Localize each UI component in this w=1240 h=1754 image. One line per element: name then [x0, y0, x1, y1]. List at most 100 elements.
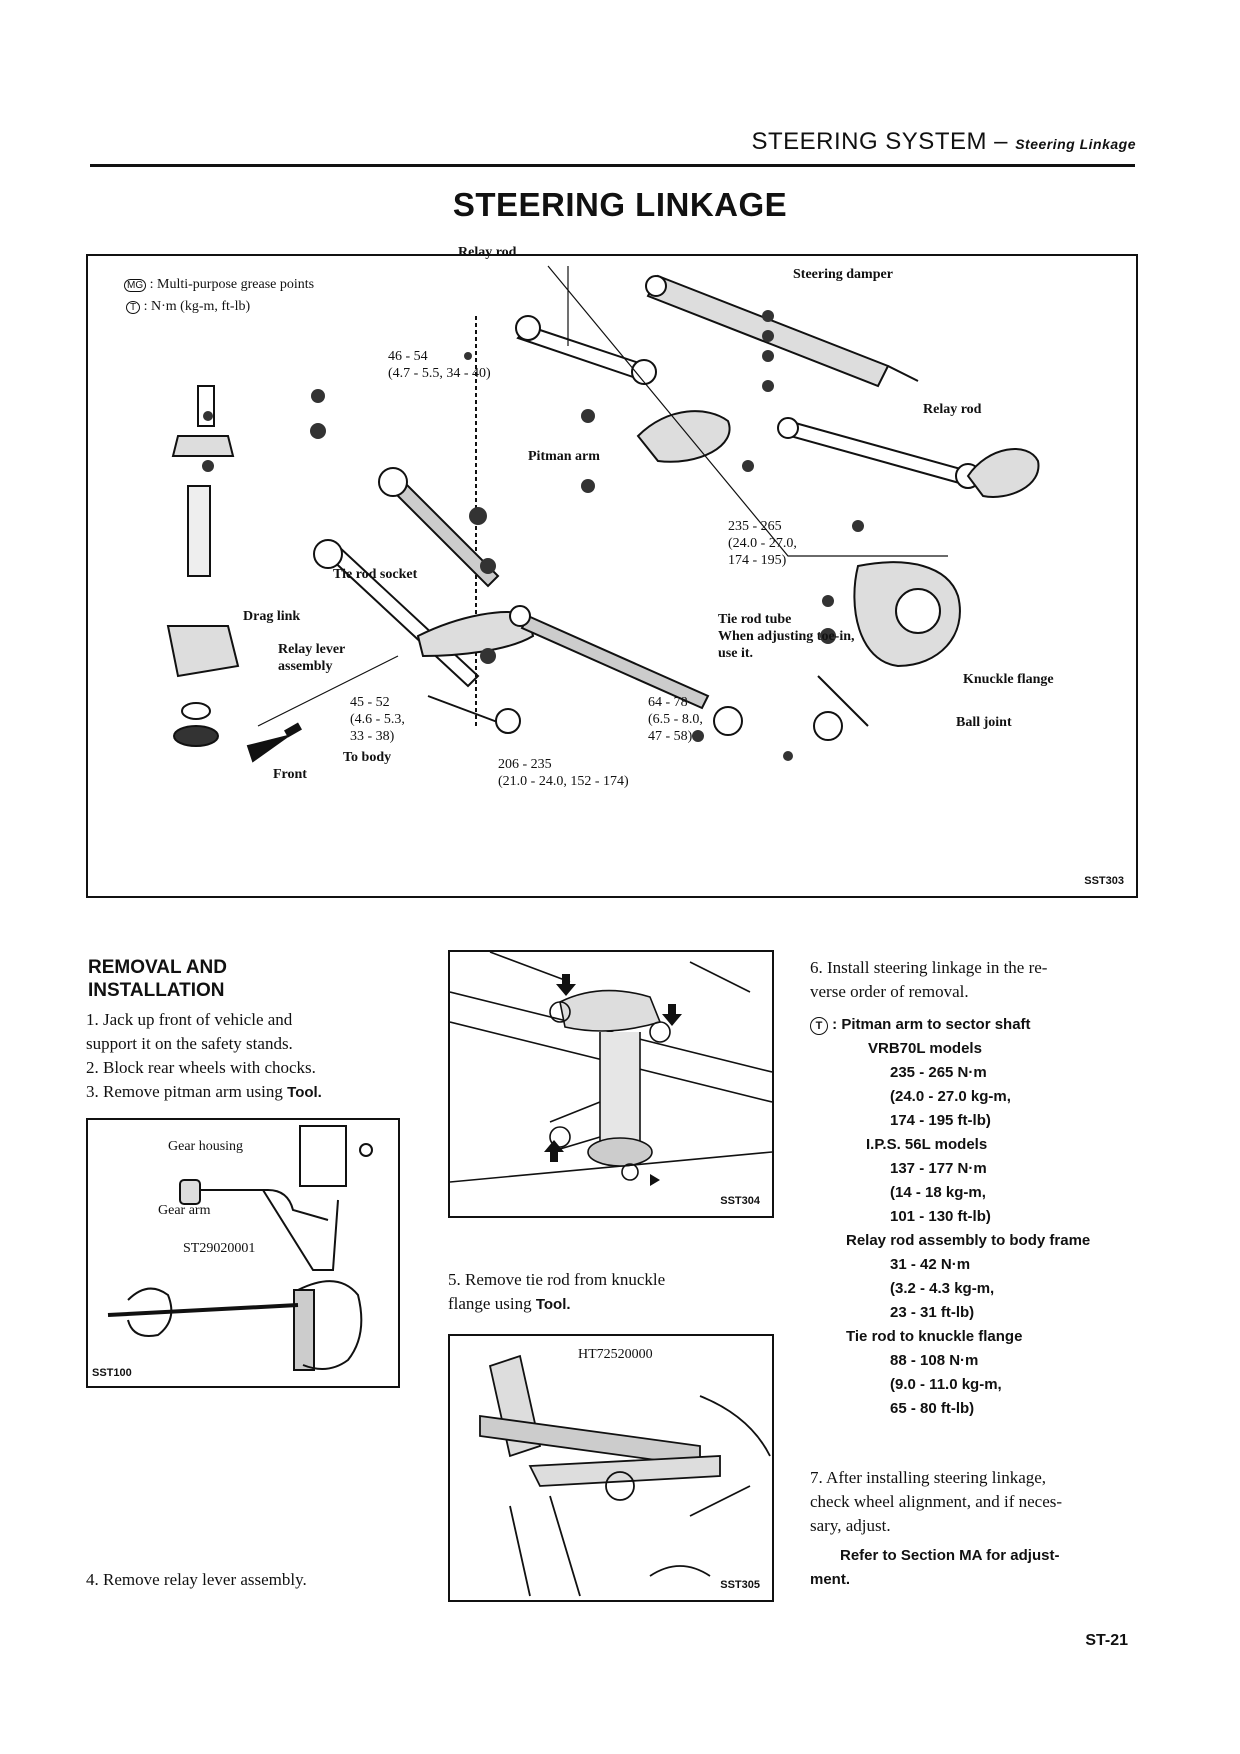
figure-sst304: SST304 — [448, 950, 774, 1218]
figure-sst100: Gear housing Gear arm ST29020001 SST100 — [86, 1118, 400, 1388]
refer-line-1: Refer to Section MA for adjust- — [840, 1547, 1060, 1564]
torque-callout-3: 45 - 52 (4.6 - 5.3, 33 - 38) — [350, 694, 405, 745]
label-tie-rod-tube-2: When adjusting toe-in, — [718, 629, 855, 644]
torque-5-alt: (21.0 - 24.0, 152 - 174) — [498, 774, 629, 789]
linkage-drawing — [166, 265, 1040, 763]
relay-lever-drawing — [450, 952, 772, 1186]
label-relay-lever-1: Relay lever — [278, 642, 346, 657]
torque-1-nm: 46 - 54 — [388, 349, 428, 364]
spec-tie-ftlb: 65 - 80 ft-lb) — [890, 1400, 975, 1417]
torque-callout-1: 46 - 54 (4.7 - 5.5, 34 - 40) — [388, 348, 491, 382]
step-4: 4. Remove relay lever assembly. — [86, 1570, 307, 1589]
legend-mg: MG : Multi-purpose grease points — [124, 276, 314, 294]
step-6-block: 6. Install steering linkage in the re- v… — [810, 956, 1138, 1004]
refer-note: Refer to Section MA for adjust- ment. — [810, 1544, 1138, 1592]
step-5-block: 5. Remove tie rod from knuckle flange us… — [448, 1268, 778, 1317]
label-gear-housing: Gear housing — [168, 1139, 244, 1154]
step-5-text: flange using — [448, 1294, 536, 1313]
header-subsection: Steering Linkage — [1015, 136, 1136, 152]
spec-relay-ftlb: 23 - 31 ft-lb) — [890, 1304, 975, 1321]
header-dash: – — [994, 128, 1009, 155]
pitman-puller-drawing — [107, 1125, 373, 1371]
legend-torque-text: : N·m (kg-m, ft-lb) — [143, 299, 251, 314]
step-7-line-2: check wheel alignment, and if neces- — [810, 1492, 1063, 1511]
legend-mg-text: : Multi-purpose grease points — [149, 277, 315, 292]
torque-callout-5: 206 - 235 (21.0 - 24.0, 152 - 174) — [498, 756, 629, 790]
torque-specifications: T : Pitman arm to sector shaft VRB70L mo… — [810, 1013, 1138, 1421]
spec-torque-symbol: T — [810, 1017, 828, 1035]
label-relay-rod-top: Relay rod — [458, 245, 517, 260]
spec-tie-nm: 88 - 108 N·m — [890, 1352, 979, 1369]
page-title: STEERING LINKAGE — [452, 186, 788, 223]
torque-5-nm: 206 - 235 — [498, 757, 552, 772]
step-3-tool: Tool. — [287, 1084, 322, 1101]
section-title-line-2: INSTALLATION — [88, 980, 225, 1001]
step-1-line-1: 1. Jack up front of vehicle and — [86, 1010, 293, 1029]
torque-3-kgm: (4.6 - 5.3, — [350, 712, 405, 727]
step-3: 3. Remove pitman arm using Tool. — [86, 1080, 404, 1105]
label-ball-joint: Ball joint — [956, 715, 1012, 730]
spec-relay-nm: 31 - 42 N·m — [890, 1256, 971, 1273]
label-pitman-arm: Pitman arm — [528, 449, 600, 464]
label-tie-rod-tube-3: use it. — [718, 646, 753, 661]
figure-code-sst304: SST304 — [720, 1195, 760, 1207]
page-number: ST-21 — [1085, 1632, 1128, 1649]
spec-ips-nm: 137 - 177 N·m — [890, 1160, 987, 1177]
section-title-line-1: REMOVAL AND — [88, 957, 227, 978]
label-steering-damper: Steering damper — [793, 267, 893, 282]
step-6-line-1: 6. Install steering linkage in the re- — [810, 958, 1048, 977]
step-7-line-1: 7. After installing steering linkage, — [810, 1468, 1047, 1487]
torque-2-nm: 235 - 265 — [728, 519, 782, 534]
label-gear-arm: Gear arm — [158, 1203, 211, 1218]
torque-2-ftlb: 174 - 195) — [728, 553, 787, 568]
label-to-body: To body — [343, 750, 392, 765]
label-relay-lever-2: assembly — [278, 659, 333, 674]
spec-vrb-kgm: (24.0 - 27.0 kg-m, — [890, 1088, 1011, 1105]
torque-symbol: T — [126, 301, 141, 314]
step-5-line-2: flange using Tool. — [448, 1292, 778, 1317]
torque-3-ftlb: 33 - 38) — [350, 729, 395, 744]
label-tool-ht72520000: HT72520000 — [578, 1347, 653, 1362]
label-drag-link: Drag link — [243, 609, 301, 624]
running-header: STEERING SYSTEM – Steering Linkage — [751, 128, 1136, 156]
torque-1-alt: (4.7 - 5.5, 34 - 40) — [388, 366, 491, 381]
torque-callout-4: 64 - 78 (6.5 - 8.0, 47 - 58) — [648, 694, 703, 745]
header-rule — [90, 164, 1135, 167]
label-knuckle-flange: Knuckle flange — [963, 672, 1054, 687]
torque-4-ftlb: 47 - 58) — [648, 729, 693, 744]
step-1-line-2: support it on the safety stands. — [86, 1034, 293, 1053]
step-5-tool: Tool. — [535, 1296, 571, 1313]
figure-code-sst100: SST100 — [92, 1367, 132, 1379]
spec-pitman-title: : Pitman arm to sector shaft — [832, 1016, 1031, 1033]
figure-code-sst305: SST305 — [720, 1579, 760, 1591]
spec-ips-ftlb: 101 - 130 ft-lb) — [890, 1208, 991, 1225]
step-6-line-2: verse order of removal. — [810, 982, 969, 1001]
label-tool-st29020001: ST29020001 — [183, 1241, 256, 1256]
label-front: Front — [273, 767, 307, 782]
step-5-line-1: 5. Remove tie rod from knuckle — [448, 1270, 666, 1289]
step-7-block: 7. After installing steering linkage, ch… — [810, 1466, 1138, 1538]
figure-sst305: HT72520000 SST305 — [448, 1334, 774, 1602]
spec-relay-kgm: (3.2 - 4.3 kg-m, — [890, 1280, 995, 1297]
torque-2-kgm: (24.0 - 27.0, — [728, 536, 797, 551]
torque-3-nm: 45 - 52 — [350, 695, 390, 710]
spec-relay-title: Relay rod assembly to body frame — [846, 1232, 1091, 1249]
spec-pitman-heading: T : Pitman arm to sector shaft — [810, 1013, 1138, 1037]
step-7-line-3: sary, adjust. — [810, 1516, 891, 1535]
spec-ips-title: I.P.S. 56L models — [866, 1136, 988, 1153]
spec-tie-title: Tie rod to knuckle flange — [846, 1328, 1023, 1345]
mg-symbol: MG — [124, 279, 147, 292]
spec-vrb-title: VRB70L models — [868, 1040, 982, 1057]
spec-vrb-ftlb: 174 - 195 ft-lb) — [890, 1112, 991, 1129]
spec-vrb-nm: 235 - 265 N·m — [890, 1064, 987, 1081]
torque-callout-2: 235 - 265 (24.0 - 27.0, 174 - 195) — [728, 518, 797, 569]
step-4-block: 4. Remove relay lever assembly. — [86, 1568, 404, 1592]
step-3-text: 3. Remove pitman arm using — [86, 1082, 288, 1101]
removal-steps: 1. Jack up front of vehicle and support … — [86, 1008, 404, 1105]
refer-line-2: ment. — [810, 1571, 851, 1588]
label-tie-rod-tube-1: Tie rod tube — [718, 612, 792, 627]
header-section: STEERING SYSTEM — [751, 128, 987, 155]
torque-4-nm: 64 - 78 — [648, 695, 688, 710]
torque-4-kgm: (6.5 - 8.0, — [648, 712, 703, 727]
section-title: REMOVAL AND INSTALLATION — [88, 956, 227, 1002]
